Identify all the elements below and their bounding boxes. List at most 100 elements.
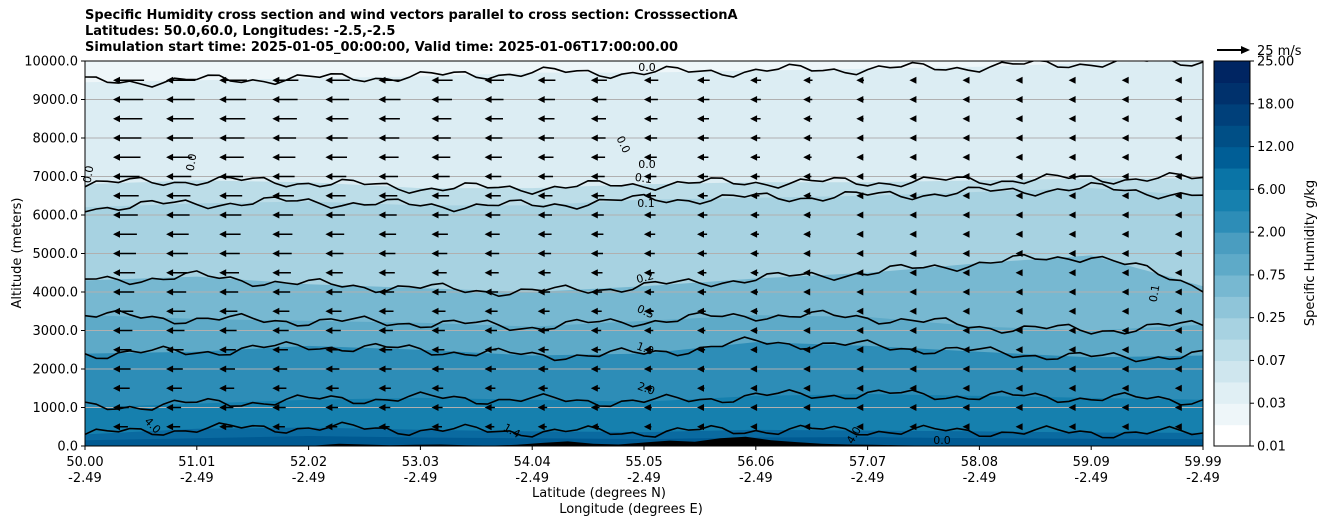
wind-vector-head xyxy=(856,211,864,219)
wind-vector-head xyxy=(1068,153,1076,161)
wind-vector-head xyxy=(484,211,492,219)
isoline-4 xyxy=(85,253,1203,298)
wind-vector-head xyxy=(909,269,917,277)
wind-vector-head xyxy=(431,384,439,392)
wind-vector-head xyxy=(803,404,811,411)
x-tick-label-lat: 56.06 xyxy=(737,455,774,470)
x-tick-label-lon: -2.49 xyxy=(851,471,885,486)
wind-vector-head xyxy=(537,269,545,277)
colorbar-tick-label: 0.03 xyxy=(1257,397,1286,412)
terrain-shape xyxy=(85,436,1203,446)
wind-vector-head xyxy=(590,134,598,142)
wind-vector-head xyxy=(272,346,280,354)
isoline-label-6: 0.1 xyxy=(637,197,655,210)
wind-vector-head xyxy=(113,153,120,161)
wind-vector-head xyxy=(909,76,917,84)
colorbar-tick-label: 0.25 xyxy=(1257,311,1286,326)
wind-vector-head xyxy=(643,153,651,161)
wind-vector-head xyxy=(1174,423,1182,431)
wind-vector-head xyxy=(325,404,333,411)
wind-vector-head xyxy=(643,307,651,315)
wind-vector-head xyxy=(166,327,174,334)
wind-vector-head xyxy=(590,346,598,354)
isoline-label-5: 0.1 xyxy=(634,171,653,186)
wind-vector-head xyxy=(166,269,174,277)
wind-vector-head xyxy=(1015,230,1023,238)
wind-vector-head xyxy=(1015,76,1023,84)
wind-vector-head xyxy=(219,365,227,373)
wind-vector-head xyxy=(537,404,545,411)
wind-vector-head xyxy=(325,365,333,373)
wind-vector-head xyxy=(219,384,227,392)
wind-vector-head xyxy=(325,134,333,142)
wind-vector-head xyxy=(219,288,227,296)
wind-vector-head xyxy=(431,211,439,219)
wind-vector-head xyxy=(962,76,970,84)
wind-vector-head xyxy=(1068,404,1076,411)
colorbar-segment xyxy=(1214,381,1250,404)
x-axis: 50.00-2.4951.01-2.4952.02-2.4953.03-2.49… xyxy=(66,446,1222,486)
wind-vector-head xyxy=(484,327,492,334)
wind-vector-head xyxy=(750,153,758,161)
wind-vector-head xyxy=(909,211,917,219)
wind-vector-head xyxy=(272,404,280,411)
wind-vector-head xyxy=(697,153,704,161)
colorbar-segment xyxy=(1214,403,1250,426)
wind-vector-head xyxy=(1015,153,1023,161)
wind-vector-head xyxy=(431,288,439,296)
wind-vector-head xyxy=(643,250,651,257)
wind-vector-head xyxy=(166,250,174,257)
wind-vector-head xyxy=(484,153,492,161)
wind-vector-head xyxy=(219,173,227,180)
wind-vector-head xyxy=(962,288,970,296)
wind-vector-head xyxy=(1174,115,1182,123)
wind-vector-head xyxy=(431,115,439,123)
wind-vector-head xyxy=(431,153,439,161)
wind-vector-head xyxy=(166,346,174,354)
x-tick-label-lat: 51.01 xyxy=(178,455,215,470)
wind-vector-head xyxy=(219,96,227,103)
vector-key-arrowhead xyxy=(1241,46,1250,54)
wind-vector-head xyxy=(909,288,917,296)
wind-vector-head xyxy=(113,96,120,103)
wind-vector-head xyxy=(1121,327,1129,334)
colorbar-tick-label: 0.07 xyxy=(1257,354,1286,369)
wind-vector-head xyxy=(378,96,386,103)
wind-vector-head xyxy=(1121,250,1129,257)
wind-vector-head xyxy=(378,384,386,392)
wind-vector-head xyxy=(1015,384,1023,392)
wind-vector-head xyxy=(537,365,545,373)
wind-vector-head xyxy=(962,211,970,219)
wind-vector-head xyxy=(750,230,758,238)
wind-vector-head xyxy=(113,230,120,238)
wind-vector-head xyxy=(697,288,704,296)
wind-vector-head xyxy=(113,269,120,277)
wind-vector-head xyxy=(643,423,651,431)
wind-vector-head xyxy=(1174,153,1182,161)
wind-vector-head xyxy=(1121,230,1129,238)
wind-vector-head xyxy=(856,404,864,411)
wind-vector-head xyxy=(750,211,758,219)
wind-vector-head xyxy=(856,327,864,334)
wind-vector-head xyxy=(697,134,704,142)
wind-vector-head xyxy=(431,404,439,411)
wind-vector-head xyxy=(113,307,120,315)
colorbar-segment xyxy=(1214,360,1250,383)
wind-vector-head xyxy=(431,346,439,354)
colorbar-segment xyxy=(1214,61,1250,83)
wind-vector-head xyxy=(219,423,227,431)
wind-vector-head xyxy=(537,153,545,161)
wind-vector-head xyxy=(1174,173,1182,180)
x-tick-label-lon: -2.49 xyxy=(292,471,326,486)
wind-vector-head xyxy=(1068,76,1076,84)
wind-vector-head xyxy=(750,288,758,296)
wind-vector-head xyxy=(856,153,864,161)
wind-vector-head xyxy=(962,307,970,315)
wind-vector-head xyxy=(1068,307,1076,315)
colorbar-segment xyxy=(1214,253,1250,276)
wind-vector-head xyxy=(856,230,864,238)
wind-vector-head xyxy=(643,211,651,219)
wind-vectors xyxy=(113,76,1182,431)
wind-vector-head xyxy=(909,365,917,373)
wind-vector-head xyxy=(378,134,386,142)
